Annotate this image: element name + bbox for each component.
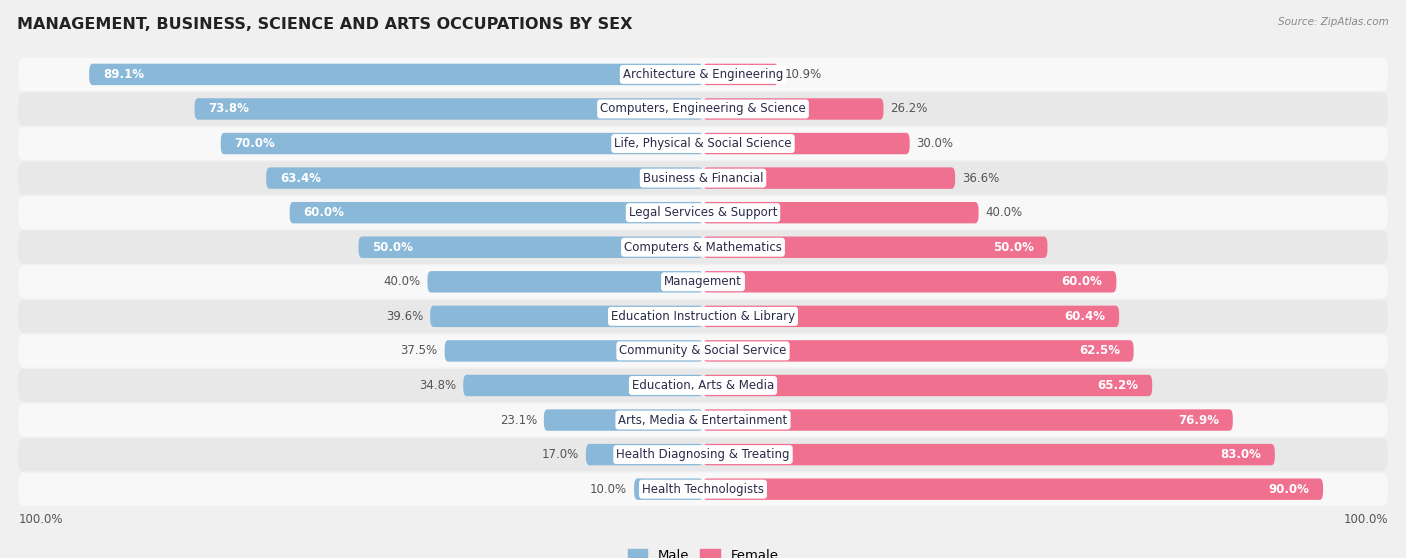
Text: Arts, Media & Entertainment: Arts, Media & Entertainment bbox=[619, 413, 787, 426]
FancyBboxPatch shape bbox=[18, 196, 1388, 229]
FancyBboxPatch shape bbox=[18, 161, 1388, 195]
FancyBboxPatch shape bbox=[18, 93, 1388, 126]
FancyBboxPatch shape bbox=[18, 438, 1388, 471]
FancyBboxPatch shape bbox=[266, 167, 703, 189]
FancyBboxPatch shape bbox=[703, 375, 1152, 396]
FancyBboxPatch shape bbox=[18, 127, 1388, 160]
FancyBboxPatch shape bbox=[463, 375, 703, 396]
Text: 10.0%: 10.0% bbox=[591, 483, 627, 496]
Text: 60.0%: 60.0% bbox=[1062, 275, 1102, 288]
Text: Source: ZipAtlas.com: Source: ZipAtlas.com bbox=[1278, 17, 1389, 27]
Text: 30.0%: 30.0% bbox=[917, 137, 953, 150]
Text: 65.2%: 65.2% bbox=[1098, 379, 1139, 392]
Text: Education Instruction & Library: Education Instruction & Library bbox=[612, 310, 794, 323]
Text: Legal Services & Support: Legal Services & Support bbox=[628, 206, 778, 219]
FancyBboxPatch shape bbox=[18, 369, 1388, 402]
Text: 83.0%: 83.0% bbox=[1220, 448, 1261, 461]
FancyBboxPatch shape bbox=[586, 444, 703, 465]
Text: 50.0%: 50.0% bbox=[993, 240, 1033, 254]
FancyBboxPatch shape bbox=[703, 340, 1133, 362]
Text: 89.1%: 89.1% bbox=[103, 68, 143, 81]
Text: 40.0%: 40.0% bbox=[986, 206, 1022, 219]
FancyBboxPatch shape bbox=[703, 271, 1116, 292]
Text: Life, Physical & Social Science: Life, Physical & Social Science bbox=[614, 137, 792, 150]
Text: Health Diagnosing & Treating: Health Diagnosing & Treating bbox=[616, 448, 790, 461]
Text: Health Technologists: Health Technologists bbox=[643, 483, 763, 496]
Text: 17.0%: 17.0% bbox=[541, 448, 579, 461]
Text: 26.2%: 26.2% bbox=[890, 103, 928, 116]
FancyBboxPatch shape bbox=[703, 478, 1323, 500]
Text: 100.0%: 100.0% bbox=[18, 513, 63, 526]
FancyBboxPatch shape bbox=[18, 230, 1388, 264]
Text: Computers, Engineering & Science: Computers, Engineering & Science bbox=[600, 103, 806, 116]
Text: 36.6%: 36.6% bbox=[962, 172, 1000, 185]
FancyBboxPatch shape bbox=[18, 403, 1388, 436]
FancyBboxPatch shape bbox=[430, 306, 703, 327]
Text: Computers & Mathematics: Computers & Mathematics bbox=[624, 240, 782, 254]
FancyBboxPatch shape bbox=[444, 340, 703, 362]
Text: 23.1%: 23.1% bbox=[499, 413, 537, 426]
FancyBboxPatch shape bbox=[221, 133, 703, 154]
Text: 39.6%: 39.6% bbox=[387, 310, 423, 323]
Text: 90.0%: 90.0% bbox=[1268, 483, 1309, 496]
FancyBboxPatch shape bbox=[703, 444, 1275, 465]
Text: 100.0%: 100.0% bbox=[1343, 513, 1388, 526]
FancyBboxPatch shape bbox=[703, 167, 955, 189]
Text: 73.8%: 73.8% bbox=[208, 103, 249, 116]
FancyBboxPatch shape bbox=[427, 271, 703, 292]
Text: 37.5%: 37.5% bbox=[401, 344, 437, 358]
Text: 10.9%: 10.9% bbox=[785, 68, 823, 81]
Text: Architecture & Engineering: Architecture & Engineering bbox=[623, 68, 783, 81]
FancyBboxPatch shape bbox=[359, 237, 703, 258]
FancyBboxPatch shape bbox=[290, 202, 703, 223]
FancyBboxPatch shape bbox=[703, 202, 979, 223]
FancyBboxPatch shape bbox=[634, 478, 703, 500]
Text: Education, Arts & Media: Education, Arts & Media bbox=[631, 379, 775, 392]
FancyBboxPatch shape bbox=[18, 300, 1388, 333]
Text: 63.4%: 63.4% bbox=[280, 172, 321, 185]
FancyBboxPatch shape bbox=[703, 237, 1047, 258]
FancyBboxPatch shape bbox=[703, 410, 1233, 431]
Text: 62.5%: 62.5% bbox=[1078, 344, 1119, 358]
Text: 40.0%: 40.0% bbox=[384, 275, 420, 288]
Text: MANAGEMENT, BUSINESS, SCIENCE AND ARTS OCCUPATIONS BY SEX: MANAGEMENT, BUSINESS, SCIENCE AND ARTS O… bbox=[17, 17, 633, 32]
Text: 70.0%: 70.0% bbox=[235, 137, 276, 150]
Legend: Male, Female: Male, Female bbox=[623, 543, 783, 558]
Text: 34.8%: 34.8% bbox=[419, 379, 457, 392]
FancyBboxPatch shape bbox=[18, 265, 1388, 299]
FancyBboxPatch shape bbox=[703, 306, 1119, 327]
FancyBboxPatch shape bbox=[18, 473, 1388, 506]
Text: 60.4%: 60.4% bbox=[1064, 310, 1105, 323]
FancyBboxPatch shape bbox=[18, 58, 1388, 91]
FancyBboxPatch shape bbox=[194, 98, 703, 119]
FancyBboxPatch shape bbox=[703, 64, 778, 85]
FancyBboxPatch shape bbox=[544, 410, 703, 431]
Text: Community & Social Service: Community & Social Service bbox=[619, 344, 787, 358]
Text: 60.0%: 60.0% bbox=[304, 206, 344, 219]
FancyBboxPatch shape bbox=[18, 334, 1388, 368]
FancyBboxPatch shape bbox=[703, 133, 910, 154]
Text: Management: Management bbox=[664, 275, 742, 288]
Text: Business & Financial: Business & Financial bbox=[643, 172, 763, 185]
Text: 50.0%: 50.0% bbox=[373, 240, 413, 254]
FancyBboxPatch shape bbox=[703, 98, 883, 119]
FancyBboxPatch shape bbox=[89, 64, 703, 85]
Text: 76.9%: 76.9% bbox=[1178, 413, 1219, 426]
